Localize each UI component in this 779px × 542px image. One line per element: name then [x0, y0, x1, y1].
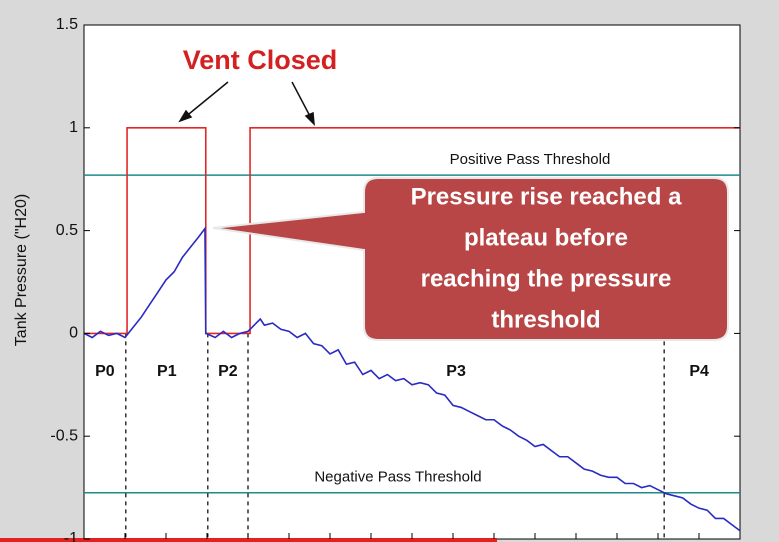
phase-label: P3 [446, 363, 466, 380]
y-axis-title: Tank Pressure ("H20) [13, 194, 30, 346]
phase-label: P2 [218, 363, 238, 380]
callout-text: reaching the pressure [421, 265, 672, 292]
phase-label: P0 [95, 363, 115, 380]
callout-text: plateau before [464, 224, 628, 251]
vent-annotation: Vent Closed [183, 45, 338, 75]
phase-label: P4 [689, 363, 709, 380]
y-tick-label: -1 [64, 530, 78, 542]
series-line [84, 226, 740, 532]
callout-text: threshold [491, 306, 600, 333]
series-line [84, 127, 740, 335]
y-tick-label: -0.5 [50, 427, 78, 444]
arrows [178, 81, 315, 126]
progress-bar [0, 538, 497, 542]
threshold-label: Negative Pass Threshold [314, 469, 481, 486]
callout-box [212, 177, 729, 341]
threshold-label: Positive Pass Threshold [450, 151, 611, 168]
y-tick-label: 1 [69, 119, 78, 136]
y-tick-label: 0.5 [56, 222, 78, 239]
y-tick-label: 0 [69, 325, 78, 342]
y-tick-label: 1.5 [56, 16, 78, 33]
callout-text: Pressure rise reached a [411, 183, 682, 210]
phase-label: P1 [157, 363, 177, 380]
